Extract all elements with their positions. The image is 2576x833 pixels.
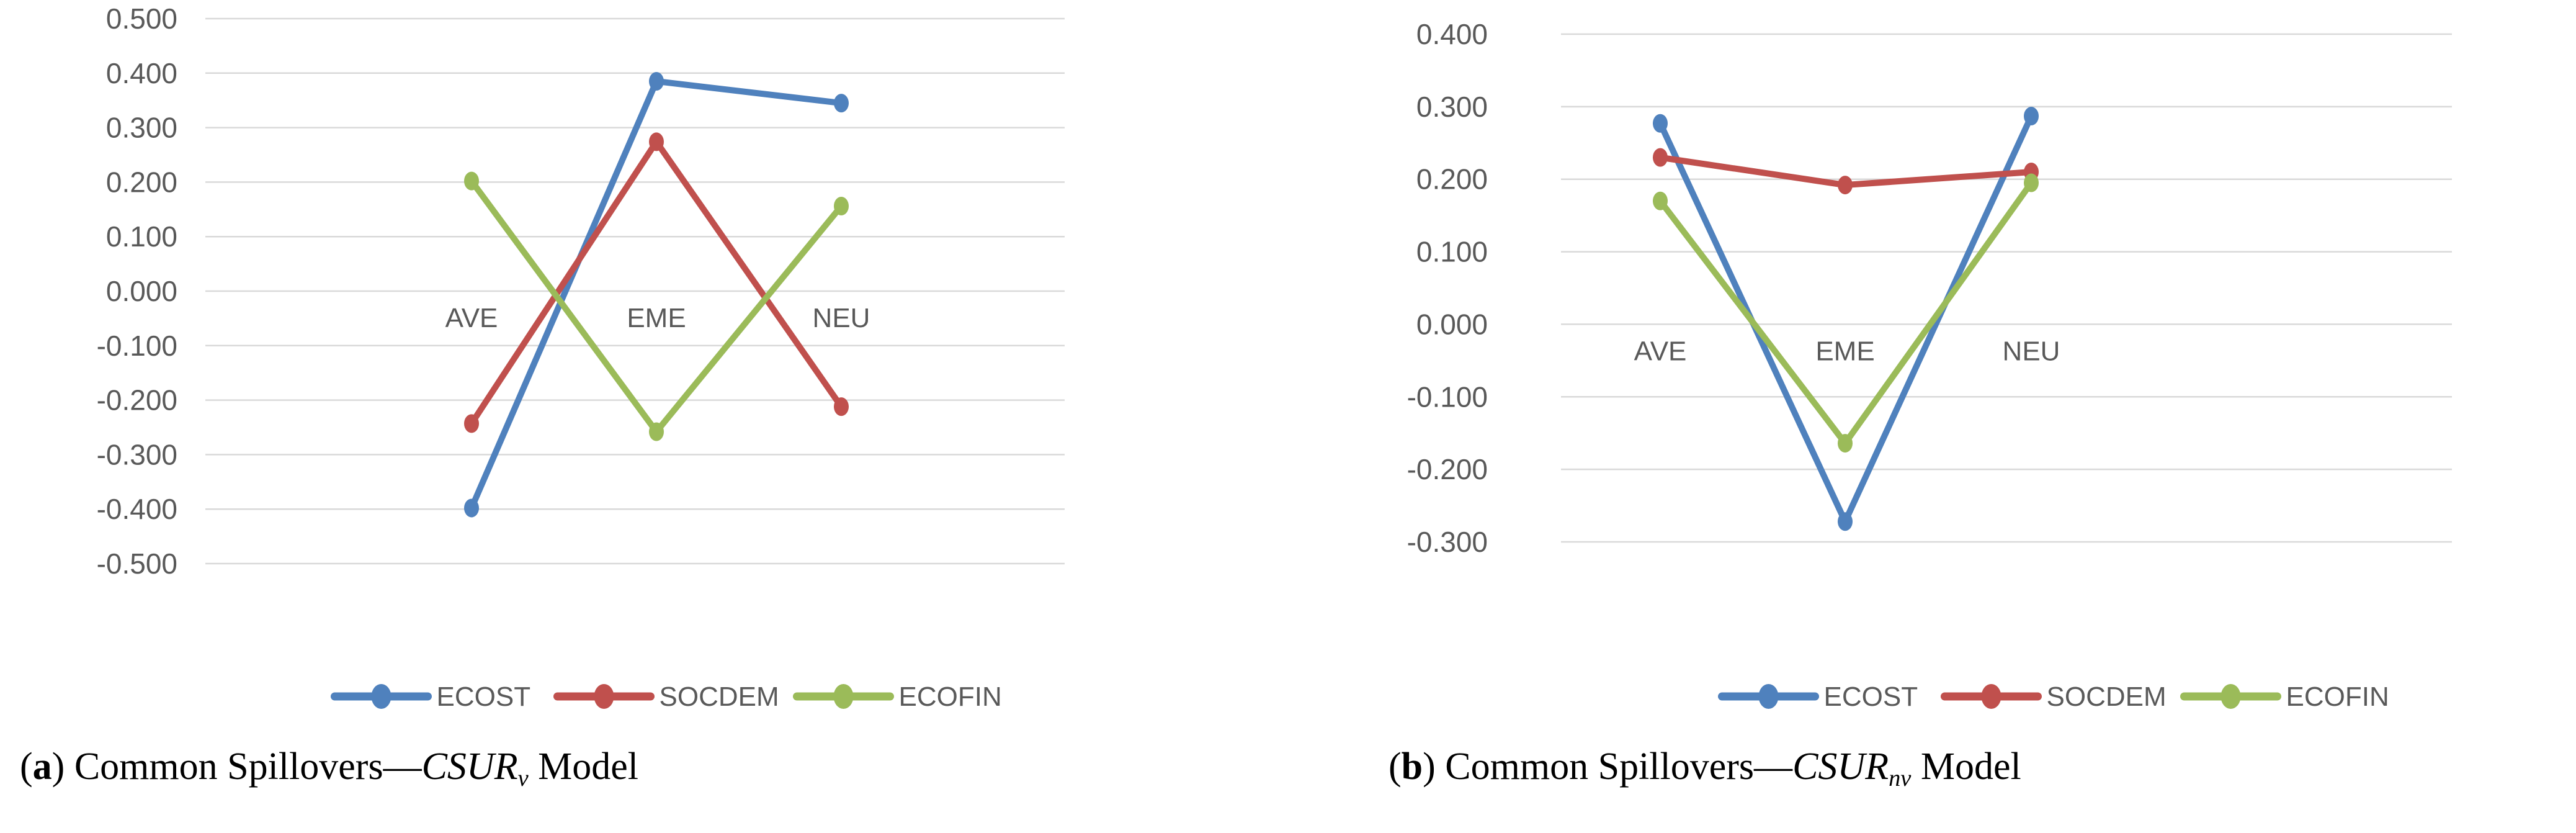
y-tick-label: 0.200 — [1416, 163, 1488, 196]
data-point-marker-ecost — [1838, 512, 1853, 531]
legend-label-socdem: SOCDEM — [660, 682, 779, 712]
data-point-marker-ecofin — [1838, 434, 1853, 453]
y-tick-label: 0.400 — [106, 57, 177, 89]
legend-label-ecost: ECOST — [1824, 682, 1918, 712]
legend-marker-socdem — [594, 684, 614, 709]
y-tick-label: 0.200 — [106, 166, 177, 198]
x-category-label: EME — [1815, 336, 1874, 366]
x-category-label: AVE — [445, 303, 498, 333]
data-point-marker-ecofin — [1653, 191, 1668, 210]
y-tick-label: 0.300 — [1416, 91, 1488, 123]
caption-a: (a) Common Spillovers—CSURv Model — [0, 744, 1288, 793]
data-point-marker-ecost — [834, 94, 849, 113]
line-chart-csur-v: 0.500 0.400 0.300 0.200 0.100 0.000 -0.100 -0.2… — [97, 2, 1065, 712]
data-point-marker-socdem — [649, 132, 664, 151]
legend-marker-socdem — [1981, 684, 2001, 709]
caption-a-tail: Model — [528, 745, 639, 788]
caption-a-model-subscript: v — [517, 765, 529, 791]
legend-marker-ecost — [1758, 684, 1779, 709]
data-point-marker-ecofin — [649, 422, 664, 441]
x-category-label: NEU — [2003, 336, 2060, 366]
x-category-label: AVE — [1634, 336, 1687, 366]
y-tick-label: 0.500 — [106, 2, 177, 35]
y-tick-label: -0.300 — [1407, 526, 1488, 558]
caption-a-model-name: CSUR — [421, 745, 518, 788]
data-point-marker-socdem — [464, 414, 479, 433]
caption-b: (b) Common Spillovers—CSURnv Model — [1288, 744, 2576, 793]
legend-marker-ecofin — [833, 684, 854, 709]
legend-label-ecofin: ECOFIN — [2286, 682, 2389, 712]
data-point-marker-ecost — [649, 71, 664, 91]
y-tick-label: 0.100 — [106, 220, 177, 253]
y-tick-label: 0.300 — [106, 112, 177, 144]
legend-marker-ecofin — [2220, 684, 2241, 709]
caption-a-paren-close: ) — [51, 745, 65, 788]
caption-a-body: Common Spillovers— — [65, 745, 422, 788]
caption-a-paren-open: ( — [20, 745, 33, 788]
data-point-marker-ecofin — [464, 171, 479, 191]
y-tick-label: 0.400 — [1416, 18, 1488, 50]
caption-a-letter: a — [32, 745, 52, 788]
x-category-label: EME — [627, 303, 686, 333]
caption-b-tail: Model — [1911, 745, 2021, 788]
data-point-marker-ecofin — [834, 197, 849, 216]
figure-panel-b: 0.400 0.300 0.200 0.100 0.000 -0.100 -0.200 -0.… — [1288, 0, 2576, 833]
data-point-marker-socdem — [1838, 176, 1853, 195]
y-tick-label: -0.500 — [97, 547, 177, 580]
caption-b-body: Common Spillovers— — [1435, 745, 1793, 788]
legend-label-socdem: SOCDEM — [2047, 682, 2167, 712]
data-point-marker-socdem — [1653, 148, 1668, 167]
y-tick-label: -0.200 — [1407, 453, 1488, 485]
data-point-marker-ecost — [464, 498, 479, 518]
y-tick-label: -0.200 — [97, 384, 177, 416]
caption-b-model-name: CSUR — [1792, 745, 1889, 788]
y-tick-label: -0.100 — [1407, 380, 1488, 413]
figure-panel-a: 0.500 0.400 0.300 0.200 0.100 0.000 -0.100 -0.2… — [0, 2, 1288, 793]
series-line-ecofin — [1657, 179, 2034, 447]
data-point-marker-socdem — [834, 397, 849, 416]
legend-label-ecofin: ECOFIN — [899, 682, 1002, 712]
y-tick-label: 0.000 — [1416, 308, 1488, 340]
legend-label-ecost: ECOST — [437, 682, 531, 712]
caption-b-paren-open: ( — [1389, 745, 1402, 788]
data-point-marker-ecost — [1653, 114, 1668, 133]
y-tick-label: 0.000 — [106, 275, 177, 307]
line-chart-csur-nv: 0.400 0.300 0.200 0.100 0.000 -0.100 -0.200 -0.… — [1407, 18, 2452, 712]
x-category-label: NEU — [813, 303, 870, 333]
y-tick-label: -0.100 — [97, 330, 177, 362]
data-point-marker-ecost — [2024, 107, 2039, 126]
caption-b-model-subscript: nv — [1889, 765, 1912, 791]
y-tick-label: -0.400 — [97, 493, 177, 525]
caption-b-paren-close: ) — [1423, 745, 1436, 788]
y-tick-label: 0.100 — [1416, 236, 1488, 268]
y-tick-label: -0.300 — [97, 438, 177, 471]
caption-b-letter: b — [1401, 745, 1423, 788]
legend-marker-ecost — [371, 684, 391, 709]
data-point-marker-ecofin — [2024, 173, 2039, 192]
